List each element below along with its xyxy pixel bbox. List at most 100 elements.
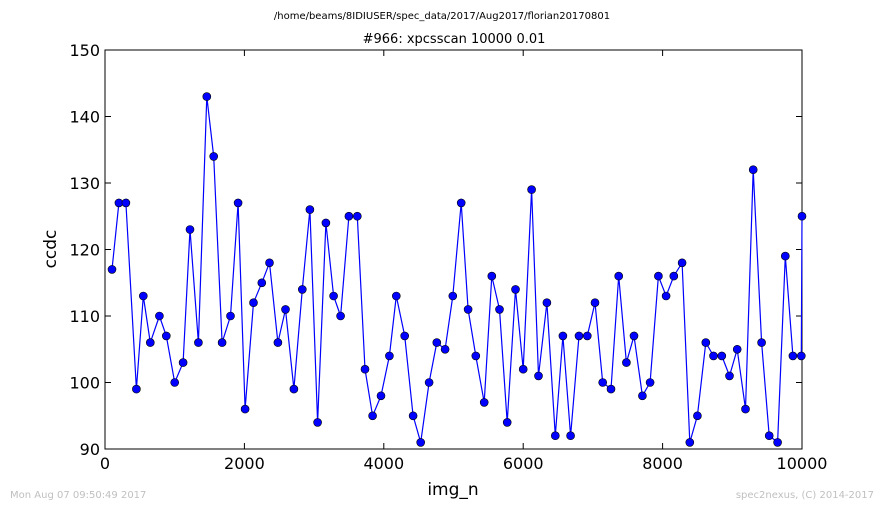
data-point — [170, 378, 179, 387]
data-point — [194, 338, 203, 347]
data-point — [162, 331, 171, 341]
data-point — [574, 331, 584, 341]
data-point — [796, 351, 806, 361]
data-point — [281, 305, 290, 314]
y-axis-label: ccdc — [41, 230, 61, 269]
x-tick-label: 10000 — [777, 454, 828, 473]
x-tick-label: 4000 — [363, 454, 404, 473]
data-point — [408, 411, 418, 421]
data-point — [654, 271, 663, 281]
x-tick-label: 2000 — [224, 454, 265, 473]
y-tick-label: 110 — [69, 307, 100, 326]
chart-title: #966: xpcsscan 10000 0.01 — [363, 32, 546, 47]
data-point — [217, 338, 227, 347]
axis-ticks: 0 2000 4000 6000 8000 10000 90 100 110 120 130 140 1… — [69, 41, 827, 473]
data-point — [629, 331, 639, 341]
data-point — [440, 344, 450, 354]
footer-timestamp: Mon Aug 07 09:50:49 2017 — [10, 490, 146, 501]
data-point — [502, 418, 512, 427]
data-point — [527, 185, 536, 194]
data-point — [534, 371, 543, 381]
data-point — [321, 218, 331, 228]
data-point — [456, 198, 466, 208]
data-point — [677, 258, 687, 268]
data-point — [693, 411, 702, 421]
data-point — [622, 358, 631, 367]
data-point — [780, 251, 790, 261]
data-point — [558, 331, 568, 341]
x-tick-label: 0 — [100, 454, 110, 473]
data-point — [741, 404, 750, 414]
data-point — [463, 305, 473, 314]
data-point — [748, 165, 758, 174]
data-point — [329, 291, 338, 301]
data-point — [614, 271, 624, 281]
data-point — [139, 291, 148, 301]
data-point — [582, 331, 592, 341]
data-point — [479, 398, 489, 407]
plot-area — [104, 49, 803, 450]
chart-suptitle: /home/beams/8IDIUSER/spec_data/2017/Aug2… — [274, 11, 610, 22]
data-point — [764, 431, 774, 441]
data-point — [289, 384, 299, 394]
footer-credit: spec2nexus, (C) 2014-2017 — [736, 490, 874, 501]
data-point — [416, 438, 426, 447]
data-point — [273, 338, 283, 347]
data-point — [717, 351, 727, 361]
data-point — [432, 338, 442, 347]
x-tick-label: 8000 — [642, 454, 683, 473]
data-point — [645, 378, 655, 387]
data-point — [542, 298, 552, 308]
data-point — [757, 338, 766, 347]
data-point — [297, 285, 307, 294]
data-point — [487, 271, 497, 281]
data-point — [518, 364, 528, 374]
y-tick-label: 90 — [80, 440, 100, 459]
data-point — [788, 351, 798, 361]
data-point — [265, 258, 274, 268]
data-point — [202, 92, 212, 101]
data-point — [121, 198, 131, 208]
data-point — [240, 404, 250, 414]
data-point — [352, 211, 362, 221]
data-point — [669, 271, 679, 281]
data-point — [257, 278, 267, 288]
data-point — [376, 391, 386, 401]
data-point — [471, 351, 481, 361]
data-point — [511, 285, 520, 294]
data-point — [132, 384, 141, 394]
data-point — [336, 311, 345, 321]
x-axis-label: img_n — [427, 480, 478, 500]
data-point — [598, 378, 608, 387]
y-tick-label: 130 — [69, 174, 100, 193]
data-point — [305, 205, 315, 214]
data-point — [709, 351, 718, 361]
x-tick-label: 6000 — [503, 454, 544, 473]
data-point — [566, 431, 575, 441]
data-point — [391, 291, 401, 301]
data-point — [385, 351, 394, 361]
y-tick-label: 120 — [69, 241, 100, 260]
series-layer — [107, 92, 807, 447]
data-point — [344, 211, 354, 221]
data-point — [226, 311, 235, 321]
data-point — [590, 298, 600, 308]
data-point — [685, 438, 695, 447]
data-point — [732, 344, 742, 354]
data-point — [550, 431, 560, 441]
data-point — [155, 311, 164, 321]
data-point — [233, 198, 243, 208]
data-point — [107, 265, 117, 274]
data-point — [424, 378, 434, 387]
data-point — [400, 331, 410, 341]
data-point — [725, 371, 734, 381]
data-point — [249, 298, 258, 308]
y-tick-label: 100 — [69, 374, 100, 393]
data-point — [773, 438, 782, 447]
data-point — [606, 384, 616, 394]
data-point — [638, 391, 647, 401]
data-point — [368, 411, 377, 421]
y-tick-label: 140 — [69, 108, 100, 127]
y-tick-label: 150 — [69, 41, 100, 60]
